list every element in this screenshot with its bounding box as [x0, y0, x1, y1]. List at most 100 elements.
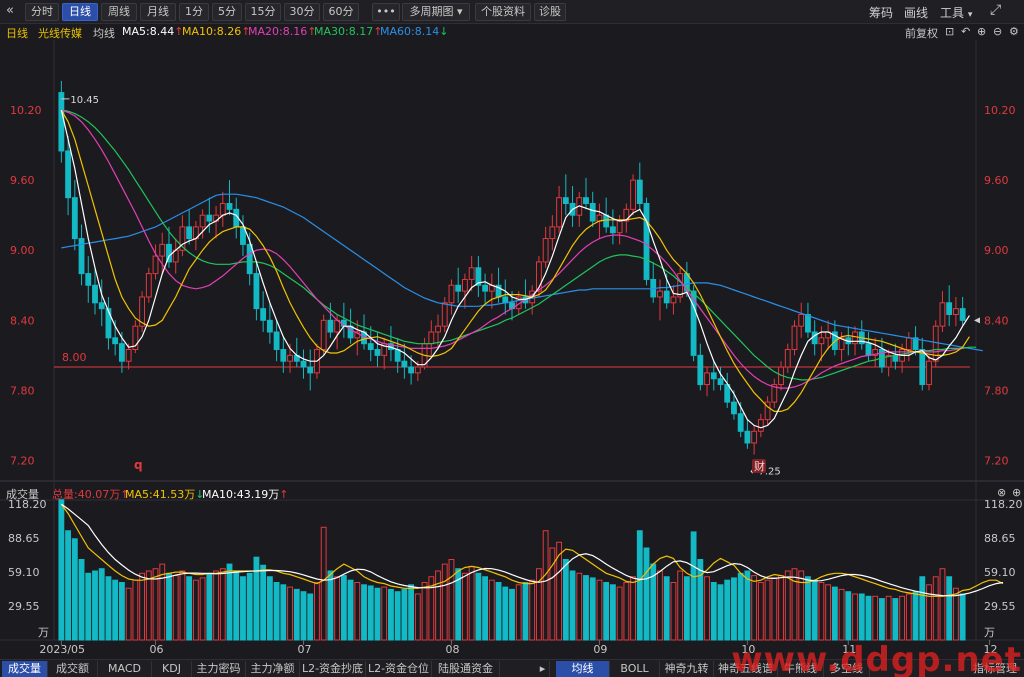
volume-bar [273, 582, 280, 641]
tab-period-3[interactable]: 月线 [140, 3, 176, 21]
candle-body [670, 296, 677, 304]
volume-bar [132, 579, 139, 641]
volume-bar [85, 572, 92, 641]
indicator-tab-left[interactable]: 陆股通资金 [432, 661, 500, 677]
overlay-tab[interactable]: 神奇九转 [660, 661, 714, 677]
volume-bar [757, 582, 764, 641]
candle-body [139, 296, 145, 327]
tab-period-5[interactable]: 5分 [212, 3, 242, 21]
volume-total: 总量:40.07万↑ [52, 486, 129, 502]
indicator-tab-left[interactable]: L2-资金抄底 [300, 661, 366, 677]
ma-line-ma30 [61, 109, 977, 381]
stock-profile-button[interactable]: 个股资料 [475, 3, 531, 21]
price-tick-right: 9.60 [984, 174, 1009, 187]
indicator-tab-left[interactable]: KDJ [152, 661, 192, 677]
volume-infobar: 成交量 总量:40.07万↑ MA5:41.53万↓ MA10:43.19万↑ … [0, 486, 1024, 502]
draw-line-button[interactable]: 画线 [904, 6, 929, 20]
volume-bar [347, 579, 354, 641]
volume-bar [401, 588, 408, 641]
tab-period-2[interactable]: 周线 [101, 3, 137, 21]
volume-ma10: MA10:43.19万↑ [202, 486, 288, 502]
overlay-tab[interactable]: 多空线 [824, 661, 870, 677]
overlay-tab[interactable]: 均线 [556, 661, 610, 677]
volume-bar [414, 593, 421, 641]
volume-bar [199, 577, 206, 641]
candle-body [401, 360, 408, 368]
volume-bar [589, 577, 596, 641]
zoom-out-icon[interactable]: ⊖ [993, 25, 1003, 38]
settings-icon[interactable]: ⚙ [1009, 25, 1019, 38]
volume-ma10-arrow: ↑ [279, 488, 289, 501]
volume-bar [92, 570, 98, 641]
volume-bar [562, 559, 569, 641]
candle-body [199, 214, 206, 228]
volume-bar [461, 572, 468, 641]
candle-body [441, 302, 448, 327]
tab-period-6[interactable]: 15分 [245, 3, 281, 21]
volume-bar [892, 598, 899, 641]
ma-group-label[interactable]: 均线 [93, 27, 115, 40]
price-tick-right: 9.00 [984, 244, 1009, 257]
tab-period-7[interactable]: 30分 [284, 3, 320, 21]
candle-body [78, 238, 85, 275]
candle-body [784, 349, 791, 368]
ma-infobar: 日线 光线传媒 均线 MA5:8.44↑ MA10:8.26↑ MA20:8.1… [0, 24, 1024, 40]
indicator-tab-left[interactable]: 主力净额 [246, 661, 300, 677]
volume-bar [697, 559, 704, 641]
indicator-management-button[interactable]: 指标管理 [973, 662, 1017, 675]
volume-bar [112, 579, 119, 641]
volume-bar [778, 575, 784, 641]
volume-bar [307, 593, 314, 641]
volume-bar [670, 582, 677, 641]
indicator-tab-left[interactable]: 成交量 [2, 661, 48, 677]
volume-bar [381, 586, 388, 641]
lock-icon[interactable]: ⊡ [945, 25, 955, 38]
volume-bar [542, 530, 549, 641]
overlay-tab[interactable]: 牛熊线 [778, 661, 824, 677]
more-periods-button[interactable]: ••• [372, 3, 400, 21]
current-price-pointer [974, 317, 980, 324]
indicator-tab-left[interactable]: MACD [98, 661, 152, 677]
chips-button[interactable]: 筹码 [869, 6, 894, 20]
adjust-mode-label[interactable]: 前复权 [905, 27, 938, 40]
plus-circle-icon[interactable]: ⊕ [1012, 486, 1022, 499]
tab-intraday[interactable]: 分时 [25, 3, 59, 21]
indicator-tab-left[interactable]: L2-资金仓位 [366, 661, 432, 677]
candle-body [287, 354, 293, 362]
double-chevron-left-icon[interactable]: « [6, 3, 14, 18]
date-label: 06 [150, 643, 164, 656]
overlay-tab[interactable]: BOLL [610, 661, 660, 677]
undo-icon[interactable]: ↶ [961, 25, 971, 38]
watermark: www.ddgp.net [731, 640, 1022, 677]
candle-body [226, 203, 233, 210]
volume-bar [643, 547, 650, 641]
financial-marker-bg[interactable] [752, 459, 766, 473]
zoom-in-icon[interactable]: ⊕ [977, 25, 987, 38]
candle-body [609, 226, 616, 234]
candle-body [455, 284, 462, 292]
chevron-right-icon[interactable]: ▸ [536, 661, 550, 677]
tab-period-8[interactable]: 60分 [323, 3, 359, 21]
date-label: 09 [593, 643, 607, 656]
stock-name[interactable]: 光线传媒 [38, 27, 82, 40]
ma20-arrow: ↑ [307, 25, 317, 38]
multi-period-button[interactable]: 多周期图 ▾ [402, 3, 470, 21]
diagnose-button[interactable]: 诊股 [534, 3, 566, 21]
expand-icon[interactable]: ⤢ [990, 2, 1002, 18]
candle-body [280, 349, 287, 362]
candle-body [98, 302, 105, 310]
close-circle-icon[interactable]: ⊗ [997, 486, 1007, 499]
tab-period-4[interactable]: 1分 [179, 3, 209, 21]
candle-body [710, 372, 717, 380]
candle-body [663, 290, 670, 304]
indicator-tab-left[interactable]: 成交额 [48, 661, 98, 677]
tools-button[interactable]: 工具 ▾ [940, 4, 972, 21]
overlay-tab[interactable]: 神奇五线谱 [714, 661, 778, 677]
volume-bar [482, 576, 489, 641]
volume-bar [683, 576, 690, 641]
tab-period-1[interactable]: 日线 [62, 3, 98, 21]
indicator-tab-left[interactable]: 主力密码 [192, 661, 246, 677]
volume-bar [838, 588, 845, 641]
ma10-text: MA10:8.26 [182, 25, 242, 38]
